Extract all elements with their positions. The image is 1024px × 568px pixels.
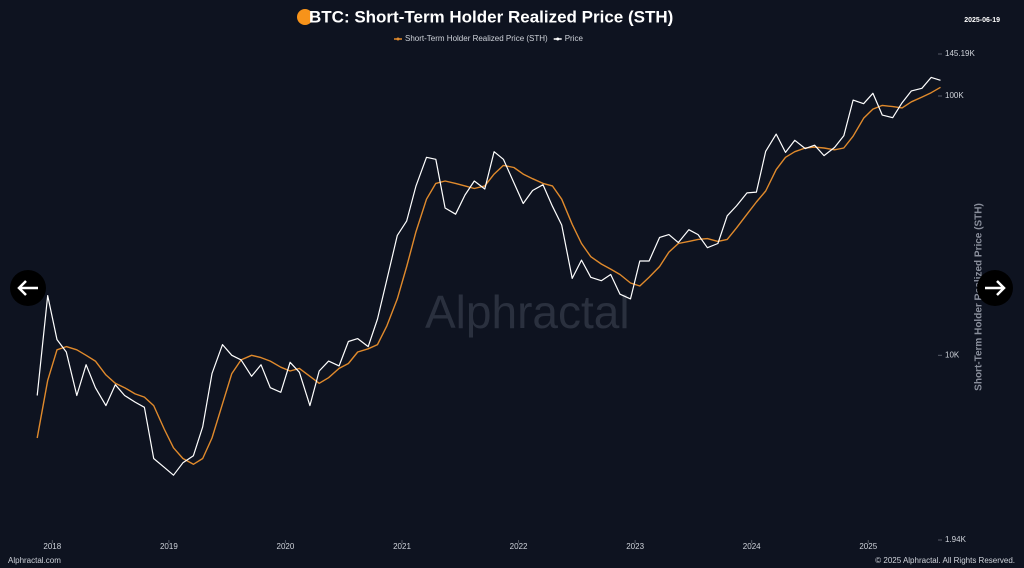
- source: Alphractal.com: [8, 556, 61, 565]
- x-tick-label: 2022: [510, 542, 528, 551]
- x-tick-label: 2023: [626, 542, 644, 551]
- series-line: [36, 76, 941, 476]
- series-line: [36, 86, 941, 465]
- legend-label: Short-Term Holder Realized Price (STH): [405, 34, 548, 43]
- next-button[interactable]: [977, 270, 1013, 306]
- next-arrow[interactable]: [985, 280, 1006, 296]
- chart-title: BTC: Short-Term Holder Realized Price (S…: [309, 7, 673, 26]
- legend-dot: [556, 37, 560, 41]
- x-tick-label: 2018: [43, 542, 61, 551]
- y-tick-label: 1.94K: [945, 535, 967, 544]
- y-tick-label: 145.19K: [945, 49, 975, 58]
- btc-icon: [297, 9, 313, 25]
- x-tick-label: 2021: [393, 542, 411, 551]
- x-tick-label: 2025: [859, 542, 877, 551]
- y-tick-label: 100K: [945, 91, 964, 100]
- y-tick-label: 10K: [945, 350, 960, 359]
- watermark: Alphractal: [425, 286, 630, 338]
- x-tick-label: 2024: [743, 542, 761, 551]
- y-axis-label: Short-Term Holder Realized Price (STH): [974, 203, 985, 391]
- legend-label: Price: [565, 34, 584, 43]
- prev-arrow[interactable]: [17, 280, 38, 296]
- prev-button[interactable]: [10, 270, 46, 306]
- x-tick-label: 2020: [277, 542, 295, 551]
- x-tick-label: 2019: [160, 542, 178, 551]
- legend-dot: [396, 37, 400, 41]
- date-label: 2025-06-19: [964, 17, 1000, 24]
- copyright: © 2025 Alphractal. All Rights Reserved.: [875, 556, 1015, 565]
